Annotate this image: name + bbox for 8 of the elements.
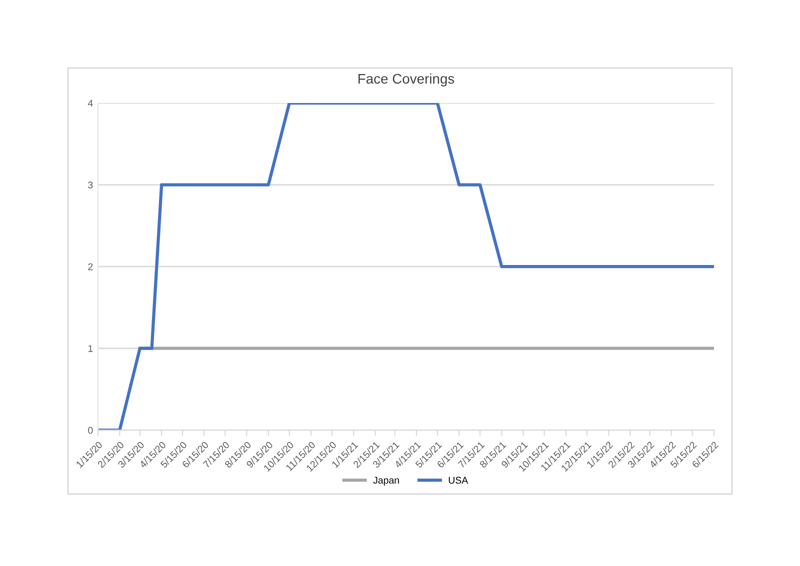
y-tick-label: 0	[88, 426, 93, 434]
legend-label: Japan	[373, 476, 399, 486]
y-tick-label: 1	[88, 345, 93, 352]
y-tick-label: 3	[88, 182, 93, 188]
chart-title: Face Coverings	[358, 74, 454, 86]
y-tick-label: 2	[88, 263, 93, 270]
y-tick-label: 4	[88, 100, 93, 107]
legend-label: USA	[448, 476, 468, 484]
